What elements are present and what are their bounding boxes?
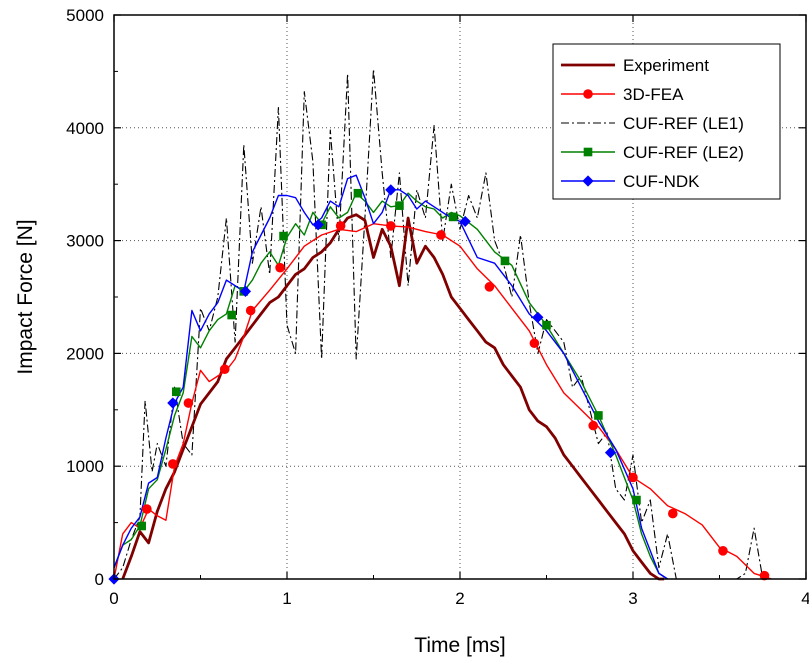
x-tick-label: 0 bbox=[109, 589, 118, 608]
x-tick-label: 1 bbox=[282, 589, 291, 608]
data-point-3d-fea bbox=[386, 221, 396, 231]
x-tick-label: 3 bbox=[628, 589, 637, 608]
tick-labels: 0 1 2 3 4 0 1000 2000 3000 4000 5000 bbox=[66, 6, 809, 608]
series-line-cuf-ndk bbox=[113, 174, 668, 580]
data-point-cuf-ndk bbox=[459, 215, 471, 228]
data-point-3d-fea bbox=[183, 398, 194, 408]
y-tick-label: 4000 bbox=[66, 119, 104, 138]
data-point-cuf-ref-le2 bbox=[279, 231, 288, 241]
legend-marker-cuf-ndk bbox=[582, 175, 594, 187]
legend-label-3d-fea: 3D-FEA bbox=[623, 85, 684, 104]
series-line-experiment bbox=[121, 213, 665, 581]
data-point-3d-fea bbox=[628, 472, 638, 483]
x-axis-label: Time [ms] bbox=[414, 634, 505, 657]
data-point-3d-fea bbox=[529, 338, 540, 349]
x-tick-label: 4 bbox=[801, 589, 809, 608]
y-tick-label: 3000 bbox=[66, 232, 104, 251]
data-point-3d-fea bbox=[219, 364, 230, 374]
data-point-cuf-ref-le2 bbox=[171, 387, 181, 397]
data-point-cuf-ref-le2 bbox=[448, 212, 458, 222]
legend-label-experiment: Experiment bbox=[623, 56, 709, 75]
data-point-3d-fea bbox=[245, 305, 256, 316]
data-point-cuf-ndk bbox=[604, 447, 617, 459]
y-tick-label: 2000 bbox=[66, 344, 104, 363]
data-point-cuf-ndk bbox=[385, 184, 397, 196]
legend-marker-3d-fea bbox=[583, 89, 593, 99]
y-tick-label: 5000 bbox=[66, 6, 104, 25]
data-point-cuf-ref-le2 bbox=[137, 521, 146, 531]
data-point-3d-fea bbox=[436, 230, 446, 240]
legend-label-cuf-ref-le1: CUF-REF (LE1) bbox=[623, 114, 744, 133]
data-point-3d-fea bbox=[275, 262, 285, 273]
data-point-3d-fea bbox=[718, 546, 728, 556]
data-point-3d-fea bbox=[588, 420, 599, 431]
data-point-cuf-ref-le2 bbox=[227, 310, 236, 320]
data-point-3d-fea bbox=[667, 508, 678, 519]
data-point-cuf-ndk bbox=[312, 219, 324, 231]
markers-layer bbox=[108, 184, 770, 585]
y-axis-label: Impact Force [N] bbox=[14, 219, 37, 374]
data-point-cuf-ndk bbox=[167, 397, 179, 409]
data-point-cuf-ndk bbox=[532, 311, 544, 323]
data-point-3d-fea bbox=[759, 570, 770, 581]
data-point-cuf-ndk bbox=[239, 285, 252, 297]
axis-ticks bbox=[113, 14, 807, 580]
data-point-cuf-ref-le2 bbox=[500, 256, 510, 266]
x-tick-label: 2 bbox=[455, 589, 464, 608]
legend-label-cuf-ndk: CUF-NDK bbox=[623, 172, 700, 191]
data-point-cuf-ref-le2 bbox=[632, 495, 641, 505]
legend-label-cuf-ref-le2: CUF-REF (LE2) bbox=[623, 143, 744, 162]
legend-marker-cuf-ref-le2 bbox=[583, 147, 593, 157]
y-tick-label: 1000 bbox=[66, 457, 104, 476]
series-line-cuf-ref-le1 bbox=[113, 68, 772, 580]
y-tick-label: 0 bbox=[95, 570, 104, 589]
data-point-cuf-ref-le2 bbox=[594, 411, 603, 420]
data-point-cuf-ref-le2 bbox=[542, 320, 551, 330]
data-point-3d-fea bbox=[168, 459, 178, 469]
data-point-cuf-ref-le2 bbox=[353, 188, 363, 198]
legend: Experiment 3D-FEA CUF-REF (LE1) CUF-REF (LE… bbox=[552, 43, 781, 200]
data-point-3d-fea bbox=[142, 504, 152, 514]
legend-box bbox=[552, 43, 781, 200]
data-point-3d-fea bbox=[335, 221, 346, 231]
data-point-cuf-ref-le2 bbox=[395, 201, 404, 210]
data-point-3d-fea bbox=[484, 282, 495, 292]
